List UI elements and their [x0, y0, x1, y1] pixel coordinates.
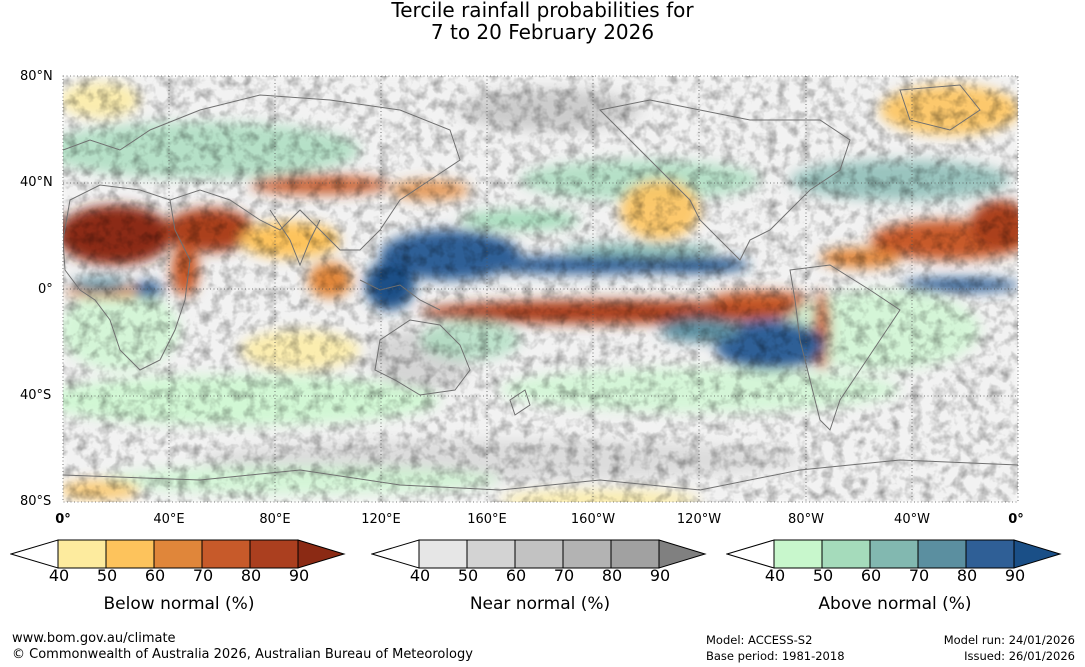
colorbar-segment — [562, 539, 612, 569]
legend-near-tick: 40 — [409, 566, 431, 585]
website-url: www.bom.gov.au/climate — [12, 631, 176, 646]
issued-date: Issued: 26/01/2026 — [964, 649, 1075, 663]
legend-above-tick: 60 — [860, 566, 882, 585]
colorbar-arrow-high — [297, 539, 346, 569]
lat-label-80n: 80°N — [20, 69, 53, 84]
copyright-notice: © Commonwealth of Australia 2026, Austra… — [12, 647, 473, 662]
legend-below-title: Below normal (%) — [103, 594, 255, 614]
colorbar-segment — [153, 539, 203, 569]
graticule — [63, 76, 1018, 502]
colorbar-segment — [514, 539, 564, 569]
colorbar-segment — [773, 539, 823, 569]
lon-label-40w: 40°W — [894, 512, 930, 527]
legend-below-tick: 60 — [144, 566, 166, 585]
legend-near-tick: 80 — [601, 566, 623, 585]
legend-near-title: Near normal (%) — [469, 594, 611, 614]
colorbar-below-normal — [10, 539, 346, 569]
legend-above-tick: 70 — [908, 566, 930, 585]
legend-above-tick: 50 — [812, 566, 834, 585]
lon-label-80e: 80°E — [259, 512, 291, 527]
colorbar-segment — [869, 539, 919, 569]
colorbar-above-normal — [726, 539, 1062, 569]
legend-above-tick: 90 — [1004, 566, 1026, 585]
colorbar-segment — [418, 539, 468, 569]
legend-below-tick: 80 — [240, 566, 262, 585]
colorbar-segment — [57, 539, 107, 569]
legend-near-tick: 90 — [649, 566, 671, 585]
colorbar-segment — [917, 539, 967, 569]
lon-label-80w: 80°W — [788, 512, 824, 527]
legend-below-tick: 90 — [288, 566, 310, 585]
colorbar-arrow-low — [10, 539, 59, 569]
colorbar-segment — [201, 539, 251, 569]
lon-label-120e: 120°E — [361, 512, 401, 527]
legend-near-tick: 50 — [457, 566, 479, 585]
legend-below-tick: 40 — [48, 566, 70, 585]
legend-near-tick: 70 — [553, 566, 575, 585]
legend-above-title: Above normal (%) — [818, 594, 972, 614]
lon-label-0-right: 0° — [1008, 512, 1024, 527]
map-title-line2: 7 to 20 February 2026 — [430, 20, 655, 44]
legend-above-tick: 80 — [956, 566, 978, 585]
model-run-date: Model run: 24/01/2026 — [943, 633, 1075, 647]
rainfall-map — [62, 75, 1019, 503]
legend-above-tick: 40 — [764, 566, 786, 585]
colorbar-segment — [821, 539, 871, 569]
lat-label-80s: 80°S — [20, 494, 52, 509]
lat-label-40n: 40°N — [20, 175, 53, 190]
colorbar-segment — [105, 539, 155, 569]
lat-label-40s: 40°S — [20, 388, 52, 403]
map-title-line1: Tercile rainfall probabilities for — [391, 0, 694, 22]
legend-below-tick: 70 — [192, 566, 214, 585]
lon-label-160w: 160°W — [570, 512, 616, 527]
legend-below-tick: 50 — [96, 566, 118, 585]
colorbar-arrow-low — [726, 539, 775, 569]
colorbar-segment — [249, 539, 299, 569]
colorbar-segment — [610, 539, 660, 569]
coastlines — [63, 84, 1018, 491]
lat-label-0: 0° — [38, 282, 53, 297]
colorbar-arrow-high — [658, 539, 707, 569]
model-name: Model: ACCESS-S2 — [706, 633, 813, 647]
lon-label-0-left: 0° — [55, 512, 71, 527]
colorbar-segment — [965, 539, 1015, 569]
colorbar-near-normal — [371, 539, 707, 569]
colorbar-segment — [466, 539, 516, 569]
legend-near-tick: 60 — [505, 566, 527, 585]
colorbar-arrow-high — [1013, 539, 1062, 569]
lon-label-40e: 40°E — [153, 512, 185, 527]
lon-label-160e: 160°E — [467, 512, 507, 527]
lon-label-120w: 120°W — [676, 512, 722, 527]
colorbar-arrow-low — [371, 539, 420, 569]
base-period: Base period: 1981-2018 — [706, 649, 845, 663]
